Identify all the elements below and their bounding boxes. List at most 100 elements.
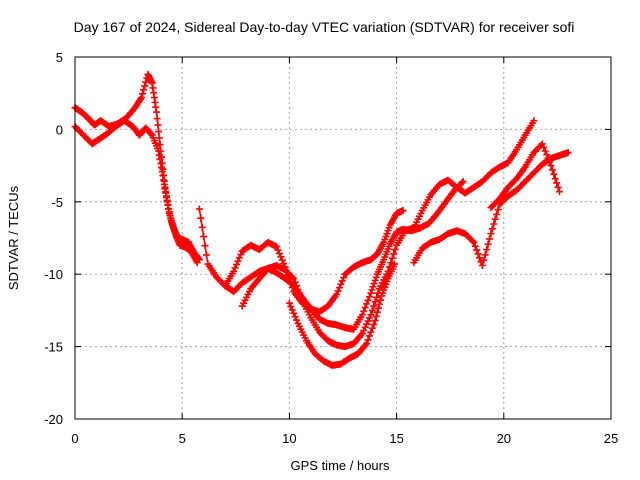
data-point [140,86,148,94]
data-point [290,309,298,317]
data-point [468,237,476,245]
data-point [294,285,302,293]
data-point [152,108,160,116]
y-tick-label: 5 [56,50,63,65]
data-point [364,296,372,304]
data-point [154,121,162,129]
data-point [368,286,376,294]
data-point [488,225,496,233]
data-point [287,303,295,311]
y-tick-label: 0 [56,122,63,137]
data-point [551,175,559,183]
data-point [360,307,368,315]
data-point [285,299,293,307]
data-point [193,259,201,267]
data-point [371,298,379,306]
data-point [547,162,555,170]
data-point [277,253,285,261]
data-point [363,320,371,328]
data-point [373,293,381,301]
data-point [361,323,369,331]
data-point [373,308,381,316]
data-point [139,90,147,98]
data-point [490,220,498,228]
data-point [200,233,208,241]
data-point [550,170,558,178]
data-point [554,183,562,191]
x-tick-label: 15 [389,431,403,446]
data-point [335,284,343,292]
data-point [365,293,373,301]
data-point [473,246,481,254]
data-point [358,311,366,319]
data-point [333,290,341,298]
data-point [487,230,495,238]
series-track-5 [238,117,538,351]
y-tick-label: -15 [44,340,63,355]
data-point [230,267,238,275]
series-track-4 [221,178,467,333]
data-point [155,134,163,142]
x-tick-label: 20 [497,431,511,446]
series-track-6 [285,260,398,369]
data-point [368,324,376,332]
data-point [295,289,303,297]
data-point [231,264,239,272]
data-point [480,256,488,264]
data-point [540,144,548,151]
data-point [365,314,373,322]
y-axis-label: SDTVAR / TECUs [6,185,21,290]
x-tick-label: 5 [179,431,186,446]
data-point [141,82,149,90]
data-point [288,273,296,281]
data-point [274,246,282,254]
data-point [387,259,395,267]
x-tick-label: 25 [604,431,618,446]
series-track-8 [487,140,564,212]
data-point [360,326,368,334]
x-tick-label: 0 [71,431,78,446]
chart-title: Day 167 of 2024, Sidereal Day-to-day VTE… [74,19,575,35]
data-point [235,254,243,262]
data-point [556,188,564,196]
data-point [334,287,342,295]
data-point [137,94,145,102]
data-point [553,179,561,187]
data-point [474,250,482,258]
data-point [371,276,379,284]
data-point [370,302,378,310]
data-point [493,210,501,218]
data-point [337,280,345,288]
data-point [156,141,164,149]
series-track-1 [71,70,203,264]
data-point [481,251,489,259]
data-point [155,128,163,136]
data-point [361,304,369,312]
y-tick-label: -5 [51,195,63,210]
data-point [538,140,546,148]
data-point [370,320,378,328]
data-point [291,313,299,321]
data-point [483,246,491,254]
data-point [363,340,371,348]
data-point [458,179,466,187]
data-point [476,254,484,262]
data-point [365,332,373,340]
data-point [372,273,380,281]
data-point [297,293,305,301]
data-point [390,260,398,268]
data-point [233,261,241,269]
data-point [293,282,301,290]
data-point [377,296,385,304]
data-point [484,240,492,248]
data-point [491,215,499,223]
y-tick-label: -10 [44,267,63,282]
plot-frame [74,56,612,420]
data-point [367,289,375,297]
data-point [273,243,281,251]
data-point [371,317,379,325]
data-point [375,300,383,308]
data-point [291,278,299,286]
data-point [471,242,479,250]
